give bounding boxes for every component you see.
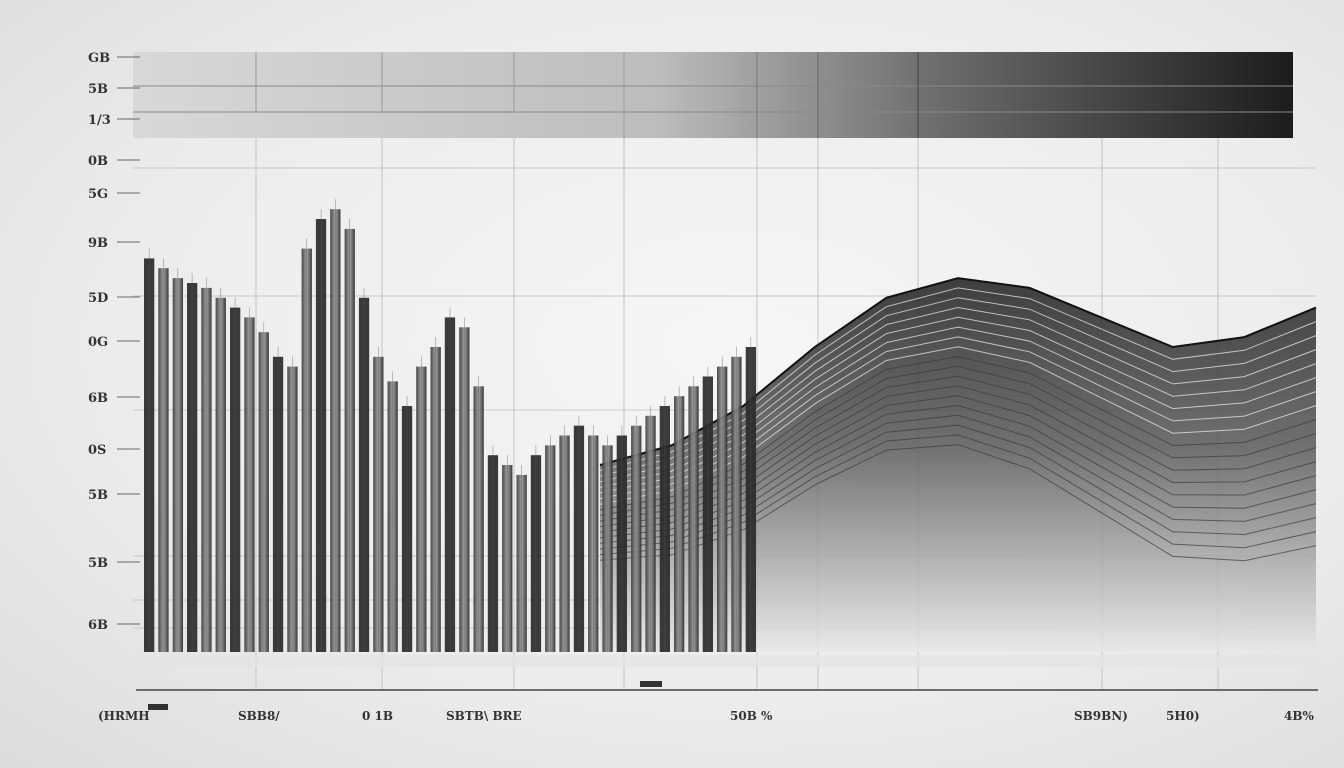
top-band (133, 52, 1293, 138)
x-tick-label: 50B % (730, 709, 773, 723)
y-tick-label: 5G (88, 187, 108, 202)
wave-area (600, 278, 1316, 652)
y-tick-label: 0G (88, 335, 108, 350)
y-tick-label: 5B (88, 488, 108, 503)
y-tick-label: 5B (88, 556, 108, 571)
y-tick-label: 5D (88, 291, 108, 306)
floor-strip (136, 655, 1318, 667)
y-tick-label: GB (88, 51, 110, 66)
x-tick-label: SBTB\ BRE (446, 709, 522, 723)
x-marker-left (148, 704, 168, 710)
y-tick-label: 1/3 (88, 113, 111, 128)
y-tick-label: 5B (88, 82, 108, 97)
y-tick-label: 0B (88, 154, 108, 169)
y-tick-label: 6B (88, 391, 108, 406)
bar-series (144, 199, 756, 652)
x-tick-label: (HRMH (98, 709, 150, 723)
y-axis-ticks: GB 5B 1/3 0B 5G 9B 5D 0G 6B 0S 5B 5B 6B (88, 51, 140, 633)
y-tick-label: 9B (88, 236, 108, 251)
x-tick-label: 4B% (1284, 709, 1314, 723)
y-tick-label: 0S (88, 443, 106, 458)
x-tick-label: 5H0) (1166, 709, 1200, 723)
x-tick-label: 0 1B (362, 709, 393, 723)
x-axis-ticks: (HRMH SBB8/0 1B SBTB\ BRE 50B % SB9BN) 5H0) 4B… (98, 709, 1314, 723)
x-marker-mid (640, 681, 662, 687)
x-tick-label: SBB8/ (238, 709, 280, 723)
x-tick-label: SB9BN) (1074, 709, 1128, 723)
y-tick-label: 6B (88, 618, 108, 633)
